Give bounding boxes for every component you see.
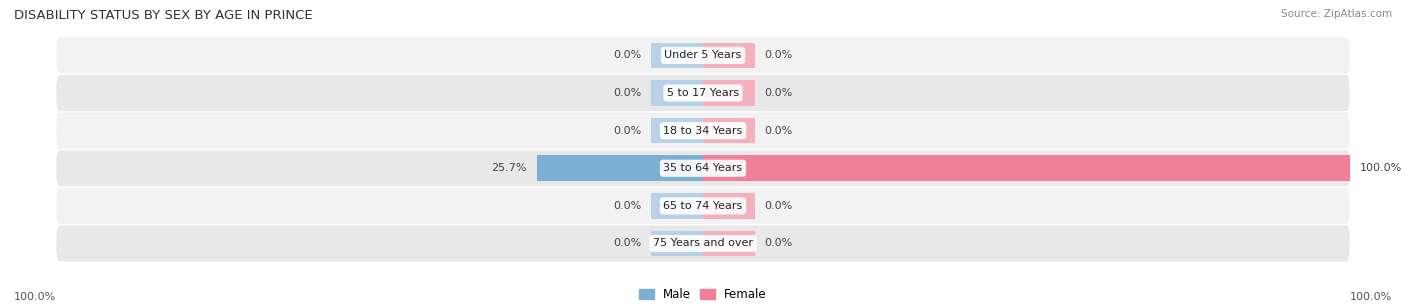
Bar <box>651 118 703 143</box>
Bar <box>651 43 703 68</box>
Bar <box>703 43 755 68</box>
Text: 100.0%: 100.0% <box>14 292 56 302</box>
Text: 75 Years and over: 75 Years and over <box>652 239 754 249</box>
Text: 5 to 17 Years: 5 to 17 Years <box>666 88 740 98</box>
FancyBboxPatch shape <box>56 75 1350 111</box>
Text: Source: ZipAtlas.com: Source: ZipAtlas.com <box>1281 9 1392 19</box>
Text: 0.0%: 0.0% <box>765 88 793 98</box>
Bar <box>703 193 755 219</box>
FancyBboxPatch shape <box>56 225 1350 262</box>
FancyBboxPatch shape <box>56 188 1350 224</box>
Bar <box>651 231 703 256</box>
Text: Under 5 Years: Under 5 Years <box>665 50 741 60</box>
Text: DISABILITY STATUS BY SEX BY AGE IN PRINCE: DISABILITY STATUS BY SEX BY AGE IN PRINC… <box>14 9 312 22</box>
Text: 0.0%: 0.0% <box>765 50 793 60</box>
FancyBboxPatch shape <box>56 37 1350 74</box>
Text: 35 to 64 Years: 35 to 64 Years <box>664 163 742 173</box>
Text: 100.0%: 100.0% <box>1360 163 1402 173</box>
Text: 0.0%: 0.0% <box>765 201 793 211</box>
Text: 18 to 34 Years: 18 to 34 Years <box>664 126 742 136</box>
Text: 0.0%: 0.0% <box>613 88 641 98</box>
Bar <box>651 193 703 219</box>
FancyBboxPatch shape <box>56 113 1350 149</box>
Text: 0.0%: 0.0% <box>765 126 793 136</box>
Bar <box>651 80 703 106</box>
Legend: Male, Female: Male, Female <box>634 284 772 305</box>
Bar <box>703 156 1350 181</box>
Text: 0.0%: 0.0% <box>613 126 641 136</box>
Text: 0.0%: 0.0% <box>613 201 641 211</box>
FancyBboxPatch shape <box>56 150 1350 186</box>
Bar <box>537 156 703 181</box>
Text: 65 to 74 Years: 65 to 74 Years <box>664 201 742 211</box>
Text: 0.0%: 0.0% <box>613 50 641 60</box>
Bar <box>703 118 755 143</box>
Bar <box>703 80 755 106</box>
Text: 0.0%: 0.0% <box>765 239 793 249</box>
Text: 0.0%: 0.0% <box>613 239 641 249</box>
Text: 25.7%: 25.7% <box>492 163 527 173</box>
Bar <box>703 231 755 256</box>
Text: 100.0%: 100.0% <box>1350 292 1392 302</box>
